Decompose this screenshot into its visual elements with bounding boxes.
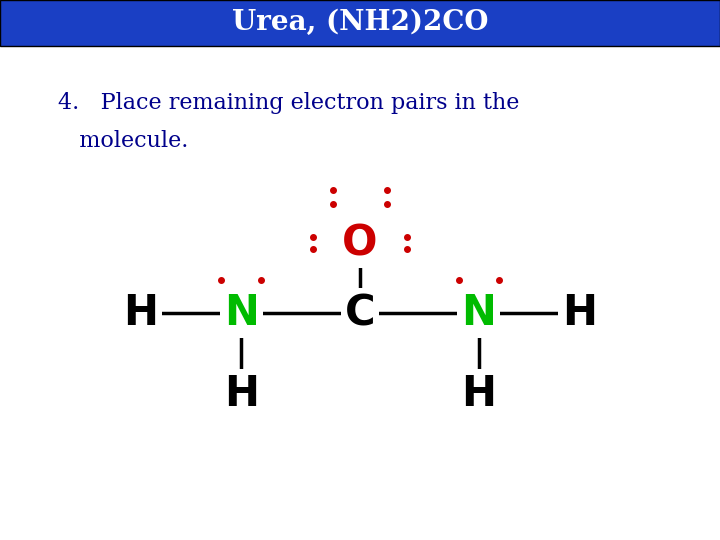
Text: 4.   Place remaining electron pairs in the: 4. Place remaining electron pairs in the <box>58 92 519 114</box>
Text: O: O <box>342 222 378 264</box>
Text: Urea, (NH2)2CO: Urea, (NH2)2CO <box>232 10 488 37</box>
Text: H: H <box>123 292 158 334</box>
FancyBboxPatch shape <box>0 0 720 46</box>
Text: C: C <box>345 292 375 334</box>
Text: N: N <box>462 292 496 334</box>
Text: H: H <box>224 373 258 415</box>
Text: H: H <box>462 373 496 415</box>
Text: molecule.: molecule. <box>58 130 188 152</box>
Text: N: N <box>224 292 258 334</box>
Text: H: H <box>562 292 597 334</box>
